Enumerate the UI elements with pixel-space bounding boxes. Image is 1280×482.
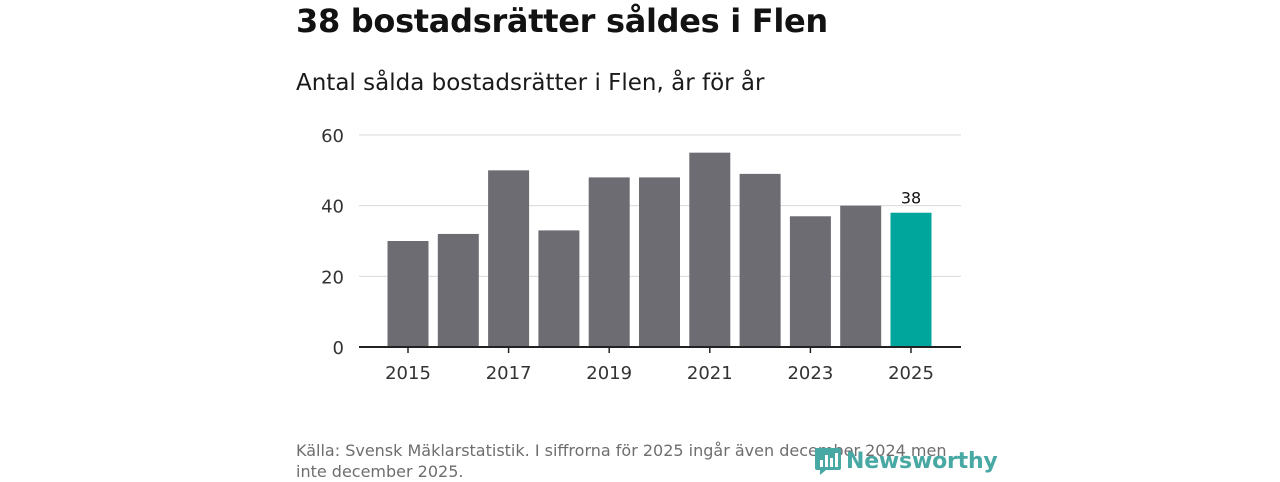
chart-card: 38 bostadsrätter såldes i Flen Antal sål… — [296, 0, 998, 481]
bar-2020 — [639, 177, 680, 347]
x-tick-label: 2015 — [385, 363, 431, 384]
bar-2022 — [739, 173, 781, 347]
source-note: Källa: Svensk Mäklarstatistik. I siffror… — [296, 441, 947, 481]
data-label-2025: 38 — [901, 189, 921, 208]
x-tick-label: 2017 — [486, 363, 532, 384]
bar-2023 — [789, 216, 831, 347]
chart-title: 38 bostadsrätter såldes i Flen — [296, 2, 828, 40]
bar-chart: 0 20 40 60 2015 2017 2019 2021 2023 2025 38 — [321, 126, 961, 384]
brand-logo[interactable]: Newsworthy — [814, 446, 998, 476]
bar-2017 — [488, 170, 530, 347]
chart-subtitle: Antal sålda bostadsrätter i Flen, år för… — [296, 70, 765, 96]
x-tick-label: 2023 — [787, 363, 833, 384]
newsworthy-logo-icon — [815, 448, 841, 475]
bar-2025 — [890, 212, 932, 347]
bar-2019 — [588, 177, 630, 347]
bar-2021 — [689, 152, 731, 347]
y-tick-label: 0 — [333, 338, 344, 359]
y-tick-label: 40 — [321, 197, 344, 218]
bar-2018 — [538, 230, 580, 347]
x-tick-label: 2025 — [888, 363, 934, 384]
x-axis — [359, 346, 961, 353]
x-tick-label: 2021 — [687, 363, 733, 384]
x-axis-labels: 2015 2017 2019 2021 2023 2025 — [385, 363, 934, 384]
brand-name: Newsworthy — [846, 448, 998, 474]
y-tick-label: 60 — [321, 126, 344, 147]
bar-2024 — [840, 205, 882, 347]
data-labels: 38 — [901, 189, 921, 208]
bars — [387, 152, 932, 347]
bar-2016 — [437, 233, 479, 347]
y-axis-labels: 0 20 40 60 — [321, 126, 344, 359]
y-tick-label: 20 — [321, 267, 344, 288]
bar-2015 — [387, 241, 429, 347]
x-tick-label: 2019 — [586, 363, 632, 384]
